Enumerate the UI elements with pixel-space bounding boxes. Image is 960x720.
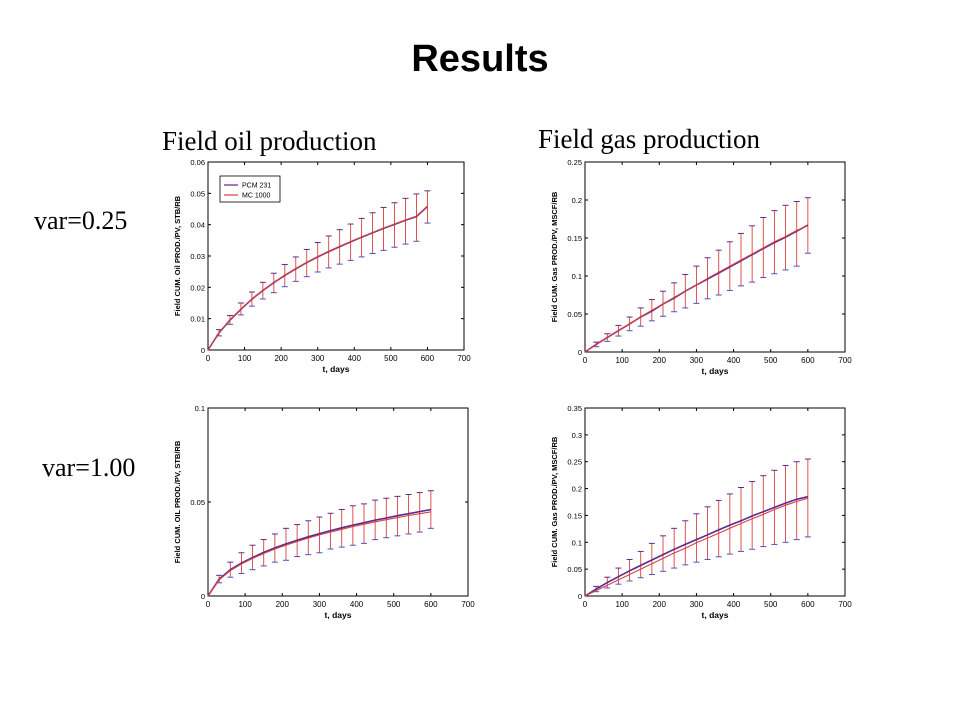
x-tick-label: 500 (387, 600, 401, 609)
x-tick-label: 0 (583, 356, 588, 365)
y-tick-label: 0.05 (567, 310, 582, 319)
y-tick-label: 0.1 (572, 538, 582, 547)
y-tick-label: 0.25 (567, 458, 582, 467)
x-tick-label: 400 (727, 356, 741, 365)
chart-oil-var-100: 0 100 200 300 400 500 600 700 0 0.05 0.1 t, days Fie… (173, 404, 475, 620)
x-tick-label: 300 (690, 600, 704, 609)
x-tick-label: 300 (690, 356, 704, 365)
y-tick-label: 0.15 (567, 234, 582, 243)
x-tick-label: 100 (238, 600, 252, 609)
x-tick-label: 100 (238, 354, 252, 363)
x-tick-label: 200 (653, 356, 667, 365)
legend-entry: PCM 231 (242, 183, 271, 190)
y-tick-label: 0.02 (190, 283, 205, 292)
x-tick-label: 500 (764, 600, 778, 609)
series-line (584, 225, 809, 353)
x-tick-label: 600 (801, 356, 815, 365)
chart-gas-var-025: 0 100 200 300 400 500 600 700 0 0.05 0.1 0.15 0.2 0.2… (550, 158, 852, 376)
x-tick-label: 700 (838, 356, 852, 365)
y-tick-label: 0.03 (190, 252, 205, 261)
x-tick-label: 100 (615, 600, 629, 609)
y-axis-label: Field CUM. Gas PROD./PV, MSCF/RB (550, 191, 559, 322)
column-header-gas: Field gas production (538, 124, 760, 154)
y-tick-label: 0.35 (567, 404, 582, 413)
legend-box (219, 175, 281, 203)
x-axis-label: t, days (325, 610, 352, 620)
y-tick-label: 0.1 (572, 272, 582, 281)
x-tick-label: 400 (350, 600, 364, 609)
x-tick-label: 200 (274, 354, 288, 363)
y-tick-label: 0 (201, 346, 205, 355)
series-line (207, 205, 428, 351)
series-line (207, 508, 432, 597)
legend-entry: MC 1000 (242, 193, 271, 200)
x-tick-label: 0 (583, 600, 588, 609)
x-tick-label: 200 (276, 600, 290, 609)
plot-area (584, 161, 846, 353)
y-tick-label: 0 (578, 348, 582, 357)
x-tick-label: 500 (384, 354, 398, 363)
x-tick-label: 700 (838, 600, 852, 609)
y-tick-label: 0.04 (190, 221, 205, 230)
x-axis-label: t, days (323, 364, 350, 374)
x-tick-label: 600 (424, 600, 438, 609)
y-tick-label: 0.2 (572, 485, 582, 494)
x-tick-label: 700 (461, 600, 475, 609)
x-tick-label: 200 (653, 600, 667, 609)
x-axis-label: t, days (702, 366, 729, 376)
y-axis-label: Field CUM. OIL PROD./PV, STB/RB (173, 440, 182, 563)
y-tick-label: 0.25 (567, 158, 582, 167)
y-axis-label: Field CUM. Gas PROD./PV, MSCF/RB (550, 436, 559, 567)
row-label-var-100: var=1.00 (42, 453, 136, 482)
y-tick-label: 0.15 (567, 511, 582, 520)
x-tick-label: 100 (615, 356, 629, 365)
y-tick-label: 0.1 (195, 404, 205, 413)
series-line (207, 511, 431, 597)
y-tick-label: 0 (578, 592, 582, 601)
x-tick-label: 300 (311, 354, 325, 363)
x-tick-label: 700 (457, 354, 471, 363)
column-header-oil: Field oil production (162, 126, 377, 156)
y-tick-label: 0.06 (190, 158, 205, 167)
y-tick-label: 0 (201, 592, 205, 601)
x-tick-label: 600 (421, 354, 435, 363)
x-tick-label: 600 (801, 600, 815, 609)
x-tick-label: 0 (206, 354, 211, 363)
x-tick-label: 500 (764, 356, 778, 365)
y-tick-label: 0.05 (567, 565, 582, 574)
y-tick-label: 0.01 (190, 315, 205, 324)
series-line (584, 495, 809, 597)
y-tick-label: 0.05 (190, 189, 205, 198)
y-tick-label: 0.3 (572, 431, 582, 440)
series-line (584, 497, 809, 597)
chart-oil-var-025: 0 100 200 300 400 500 600 700 0 0.01 0.02 0.03 0.04 0… (173, 158, 471, 374)
y-tick-label: 0.2 (572, 196, 582, 205)
x-tick-label: 0 (206, 600, 211, 609)
plot-area (584, 407, 846, 597)
slide-title: Results (411, 38, 549, 80)
chart-gas-var-100: 0 100 200 300 400 500 600 700 0 0.05 0.1 0.15 0.2 0.2… (550, 404, 852, 620)
x-tick-label: 300 (313, 600, 327, 609)
x-tick-label: 400 (348, 354, 362, 363)
x-axis-label: t, days (702, 610, 729, 620)
row-label-var-025: var=0.25 (34, 206, 128, 235)
y-axis-label: Field CUM. Oil PROD./PV, STB/RB (173, 195, 182, 316)
y-tick-label: 0.05 (190, 498, 205, 507)
x-tick-label: 400 (727, 600, 741, 609)
plot-area (207, 407, 469, 597)
